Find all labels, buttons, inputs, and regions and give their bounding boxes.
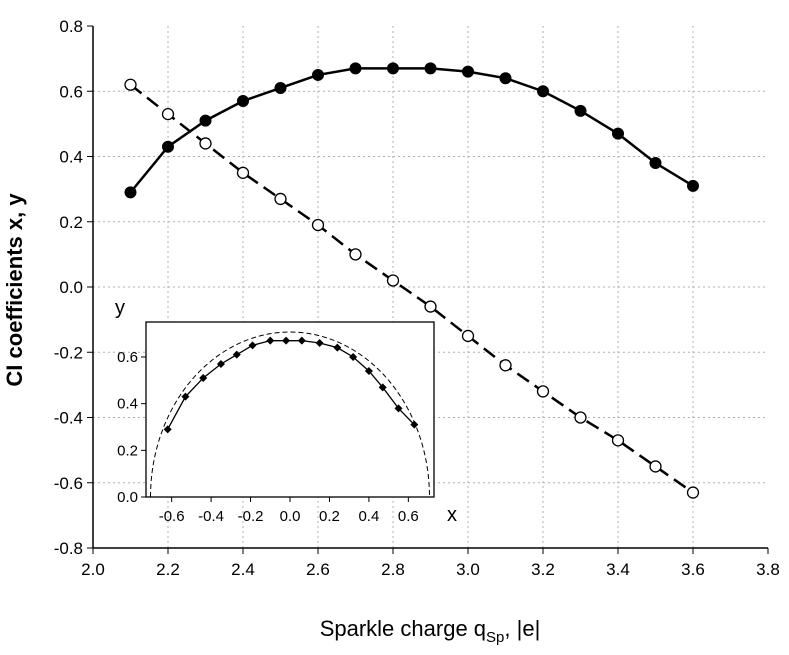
inset-series-point [248, 341, 257, 350]
series-x-point [611, 434, 625, 447]
series-y-point [612, 127, 624, 140]
inset-chart: 0.0 0.2 0.4 0.6 -0.6 -0.4 -0.2 0.0 0.2 0.4 0.6 y x [115, 297, 457, 526]
x-axis-title: Sparkle charge qSp, |e| [320, 616, 541, 646]
inset-series-point [181, 392, 190, 401]
series-y-point [199, 114, 212, 127]
inset-y-tick-label: 0.4 [117, 396, 138, 413]
series-y-point [649, 157, 662, 170]
inset-series-point [364, 367, 373, 375]
inset-x-tick-label: -0.6 [159, 508, 185, 525]
inset-x-axis-title: x [447, 504, 457, 526]
series-x-point [349, 248, 362, 261]
x-tick-labels: 2.0 2.2 2.4 2.6 2.8 3.0 3.2 3.4 3.6 3.8 [81, 560, 780, 579]
x-tick-label: 3.2 [531, 560, 555, 579]
x-tick-label: 2.8 [381, 560, 405, 579]
inset-series-point [394, 404, 403, 413]
x-tick-label: 2.6 [306, 560, 330, 579]
series-y-point [124, 186, 137, 199]
series-x-point [161, 107, 175, 121]
series-x-point [574, 411, 587, 424]
series-x-point [199, 137, 212, 150]
series-x-point [649, 460, 662, 473]
y-tick-label: -0.8 [54, 539, 83, 558]
inset-series-point [349, 353, 358, 361]
series-y-point [424, 62, 437, 75]
series-x-point [424, 300, 437, 313]
inset-y-tick-label: 0.6 [117, 349, 138, 366]
series-x-point [236, 166, 250, 179]
series-x-point [124, 78, 137, 91]
x-axis-title-tail: , |e| [504, 616, 540, 641]
series-y-point [687, 179, 699, 192]
x-tick-label: 2.2 [156, 560, 180, 579]
series-y-line [124, 62, 699, 199]
inset-series-point [232, 350, 241, 359]
inset-x-tick-label: -0.2 [238, 508, 264, 525]
inset-x-tick-label: 0.0 [280, 508, 301, 525]
series-y-point [162, 140, 174, 153]
series-x-point [499, 359, 512, 372]
inset-x-tick-label: 0.4 [358, 508, 379, 525]
inset-series-point [266, 336, 275, 345]
y-tick-labels: -0.8 -0.6 -0.4 -0.2 0.0 0.2 0.4 0.6 0.8 [54, 17, 83, 558]
series-y-point [462, 65, 474, 78]
series-y-point [499, 72, 512, 85]
main-axes [87, 25, 769, 554]
series-y-point [237, 95, 249, 108]
x-tick-label: 2.4 [231, 560, 255, 579]
series-y-point [312, 68, 324, 81]
inset-series-point [378, 383, 387, 392]
series-x-point [536, 385, 550, 398]
series-y-path [129, 67, 694, 194]
series-y-point [349, 62, 362, 75]
inset-series-point [199, 374, 208, 382]
x-tick-label: 3.6 [681, 560, 705, 579]
series-x-point [386, 274, 400, 287]
series-y-point [387, 62, 399, 75]
y-tick-label: 0.2 [59, 213, 83, 232]
y-axis-title: CI coefficients x, y [2, 193, 27, 387]
series-x-point [686, 486, 700, 499]
series-x-point [461, 329, 475, 343]
inset-x-tick-label: 0.2 [319, 508, 340, 525]
inset-y-axis-title: y [115, 297, 125, 319]
inset-circle-path [150, 331, 430, 498]
inset-series-point [333, 343, 342, 352]
series-x-point [311, 218, 325, 232]
x-tick-label: 2.0 [81, 560, 105, 579]
inset-x-tick-label: -0.4 [198, 508, 224, 525]
x-tick-label: 3.8 [756, 560, 780, 579]
inset-series-point [315, 339, 324, 347]
series-y-point [574, 104, 587, 117]
inset-frame [145, 321, 435, 498]
x-axis-title-main: Sparkle charge q [320, 616, 486, 641]
inset-x-tick-label: 0.6 [398, 508, 419, 525]
inset-series-path [167, 340, 415, 430]
inset-y-tick-label: 0.2 [117, 442, 138, 459]
x-tick-label: 3.4 [606, 560, 630, 579]
inset-series-point [282, 336, 291, 345]
inset-series-point [216, 360, 225, 368]
y-tick-label: -0.2 [54, 343, 83, 362]
y-tick-label: 0.6 [59, 82, 83, 101]
x-tick-label: 3.0 [456, 560, 480, 579]
y-tick-label: 0.0 [59, 278, 83, 297]
series-x-point [274, 192, 287, 206]
main-grid [93, 26, 768, 548]
y-tick-label: -0.4 [54, 409, 83, 428]
y-tick-label: 0.4 [59, 148, 83, 167]
inset-y-tick-label: 0.0 [117, 489, 138, 506]
y-tick-label: -0.6 [54, 474, 83, 493]
series-y-point [274, 81, 287, 94]
series-y-point [537, 85, 549, 98]
y-tick-label: 0.8 [59, 17, 83, 36]
x-axis-title-sub: Sp [486, 629, 504, 646]
inset-series-point [163, 425, 172, 434]
series-x-line [124, 78, 700, 499]
inset-series-point [297, 336, 306, 345]
inset-series-point [410, 420, 419, 429]
